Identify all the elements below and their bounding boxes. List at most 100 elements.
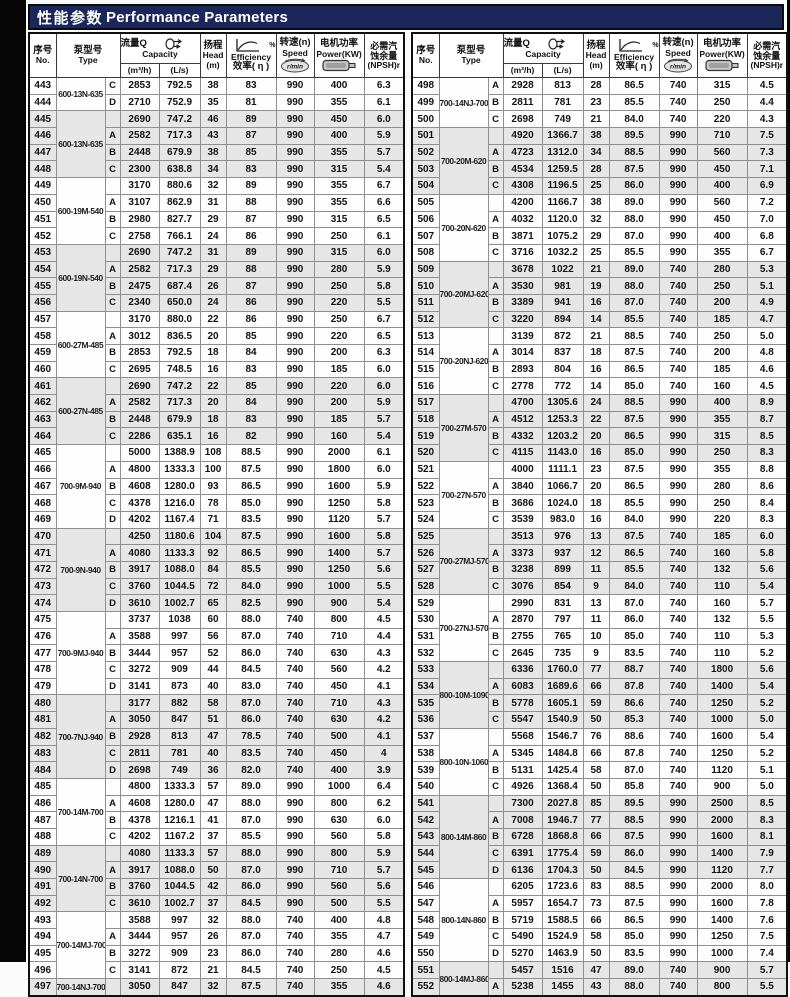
capacity-ls-value: 1484.8 [541, 744, 584, 763]
row-no: 511 [411, 293, 440, 312]
table-row: 518 A 4512 1253.3 22 87.5 990 355 8.7 [411, 410, 788, 429]
head-value: 29 [582, 227, 610, 245]
npsh-value: 5.7 [363, 410, 405, 429]
efficiency-value: 82 [225, 427, 277, 446]
col-power-en: Power(KW) [316, 48, 362, 59]
row-no: 519 [411, 427, 440, 446]
variant-letter: D [104, 761, 121, 779]
capacity-ls-value: 1946.7 [541, 811, 584, 829]
capacity-ls-value: 679.9 [158, 143, 201, 162]
capacity-m3h-value: 2690 [119, 377, 160, 396]
row-no: 506 [411, 210, 440, 229]
table-row: 469 D 4202 1167.4 71 83.5 990 1120 5.7 [28, 510, 405, 529]
speed-value: 740 [275, 711, 315, 729]
speed-value: 990 [658, 944, 698, 963]
col-speed: 转速(n) Speed r/min [275, 32, 315, 78]
efficiency-value: 85.0 [608, 928, 660, 946]
speed-value: 740 [658, 327, 698, 345]
efficiency-value: 89 [225, 177, 277, 195]
table-row: 466 A 4800 1333.3 100 87.5 990 1800 6.0 [28, 460, 405, 479]
capacity-ls-value: 872 [158, 961, 201, 980]
efficiency-value: 85 [225, 377, 277, 396]
col-power-en: Power(KW) [699, 48, 745, 59]
npsh-value: 4.5 [363, 961, 405, 980]
col-power: 电机功率 Power(KW) [313, 32, 365, 78]
row-no: 460 [28, 360, 57, 379]
table-row: 521 700-27N-570 4000 1111.1 23 87.5 990 355 8.8 [411, 460, 788, 529]
efficiency-value: 85.5 [608, 93, 660, 112]
capacity-ls-value: 1524.9 [541, 928, 584, 946]
efficiency-value: 88.0 [225, 611, 277, 629]
capacity-m3h-value: 2690 [119, 110, 160, 129]
col-type: 泵型号 Type [438, 32, 504, 78]
col-speed-en: Speed [282, 47, 308, 58]
col-head: 扬程 Head (m) [199, 32, 227, 78]
head-value: 60 [199, 611, 227, 629]
variant-letter: B [104, 410, 121, 429]
capacity-ls-value: 635.1 [158, 427, 201, 446]
variant-letter: C [104, 661, 121, 679]
col-capacity: 流量Q Capacity [502, 32, 584, 64]
efficiency-value: 87.5 [608, 160, 660, 179]
speed-value: 990 [275, 260, 315, 279]
speed-value: 740 [658, 594, 698, 612]
variant-letter: B [104, 878, 121, 896]
capacity-ls-value: 638.8 [158, 160, 201, 179]
head-value: 50 [582, 777, 610, 796]
power-value: 200 [696, 293, 748, 312]
table-row: 476 A 3588 997 56 87.0 740 710 4.4 [28, 627, 405, 646]
npsh-value: 5.1 [746, 277, 788, 295]
head-value: 20 [199, 394, 227, 412]
npsh-value: 6.9 [746, 177, 788, 195]
capacity-m3h-value: 4080 [119, 844, 160, 863]
capacity-ls-value: 1133.3 [158, 844, 201, 863]
npsh-value: 5.5 [746, 611, 788, 629]
capacity-ls-value: 1605.1 [541, 694, 584, 713]
capacity-ls-value: 804 [541, 360, 584, 379]
capacity-m3h-value: 3737 [119, 611, 160, 629]
table-row: 540 C 4926 1368.4 50 85.8 740 900 5.0 [411, 777, 788, 796]
speed-value: 990 [275, 110, 315, 129]
capacity-m3h-value: 2755 [502, 627, 543, 646]
npsh-value: 4.3 [746, 110, 788, 129]
capacity-ls-value: 2027.8 [541, 794, 584, 813]
efficiency-value: 78.5 [225, 727, 277, 746]
row-no: 527 [411, 560, 440, 579]
capacity-ls-value: 766.1 [158, 227, 201, 245]
npsh-value: 4.7 [363, 928, 405, 946]
capacity-ls-value: 679.9 [158, 410, 201, 429]
variant-letter: C [104, 160, 121, 179]
variant-letter: C [104, 360, 121, 379]
head-value: 38 [199, 77, 227, 95]
col-head-zh: 扬程 [586, 40, 606, 52]
npsh-value: 7.7 [746, 861, 788, 879]
efficiency-value: 88.6 [608, 727, 660, 746]
pump-type: 700-27MJ-570 [438, 527, 489, 596]
head-value: 92 [199, 544, 227, 562]
power-value: 280 [313, 260, 365, 279]
variant-letter: C [487, 844, 504, 863]
row-no: 486 [28, 794, 57, 813]
row-no: 517 [411, 394, 440, 412]
power-value: 400 [696, 177, 748, 195]
efficiency-value: 83.5 [608, 944, 660, 963]
power-value: 185 [696, 360, 748, 379]
power-value: 2000 [696, 811, 748, 829]
variant-letter: B [104, 811, 121, 829]
npsh-value: 6.7 [363, 310, 405, 329]
npsh-value: 6.0 [363, 811, 405, 829]
capacity-m3h-value: 4200 [502, 193, 543, 212]
head-value: 36 [199, 761, 227, 779]
efficiency-value: 86.5 [225, 477, 277, 496]
speed-value: 990 [275, 794, 315, 813]
capacity-ls-value: 1654.7 [541, 894, 584, 913]
row-no: 520 [411, 444, 440, 462]
capacity-ls-value: 997 [158, 911, 201, 930]
capacity-m3h-value: 2645 [502, 644, 543, 663]
npsh-value: 4.8 [363, 911, 405, 930]
pump-type: 700-9MJ-940 [55, 610, 106, 696]
performance-table-right: 序号 No. 泵型号 Type 流量Q Capacity [411, 32, 789, 997]
col-npsh-zh: 必需汽蚀余量 [753, 40, 781, 61]
capacity-m3h-value: 3220 [502, 310, 543, 329]
power-value: 710 [313, 627, 365, 646]
